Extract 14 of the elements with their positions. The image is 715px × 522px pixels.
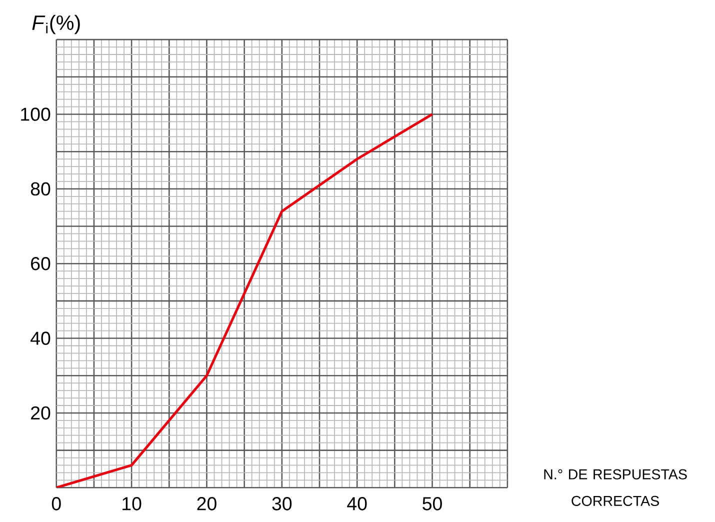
x-tick-label: 10	[122, 496, 142, 510]
x-axis-title: N.° DE RESPUESTAS CORRECTAS	[544, 469, 687, 506]
y-tick-label: 60	[31, 256, 50, 270]
y-axis-title: F$_{i}$(%)	[32, 14, 80, 34]
x-tick-label: 50	[422, 496, 442, 510]
x-tick-label: 40	[347, 496, 367, 510]
x-tick-label: 30	[272, 496, 292, 510]
y-tick-label: 80	[30, 182, 50, 196]
y-tick-label: 100	[21, 107, 50, 121]
line-series	[56, 112, 434, 488]
y-tick-label: 40	[30, 332, 50, 345]
x-tick-label: 20	[197, 496, 216, 510]
x-tick-label: 0	[52, 496, 61, 510]
y-tick-label: 20	[31, 406, 50, 420]
